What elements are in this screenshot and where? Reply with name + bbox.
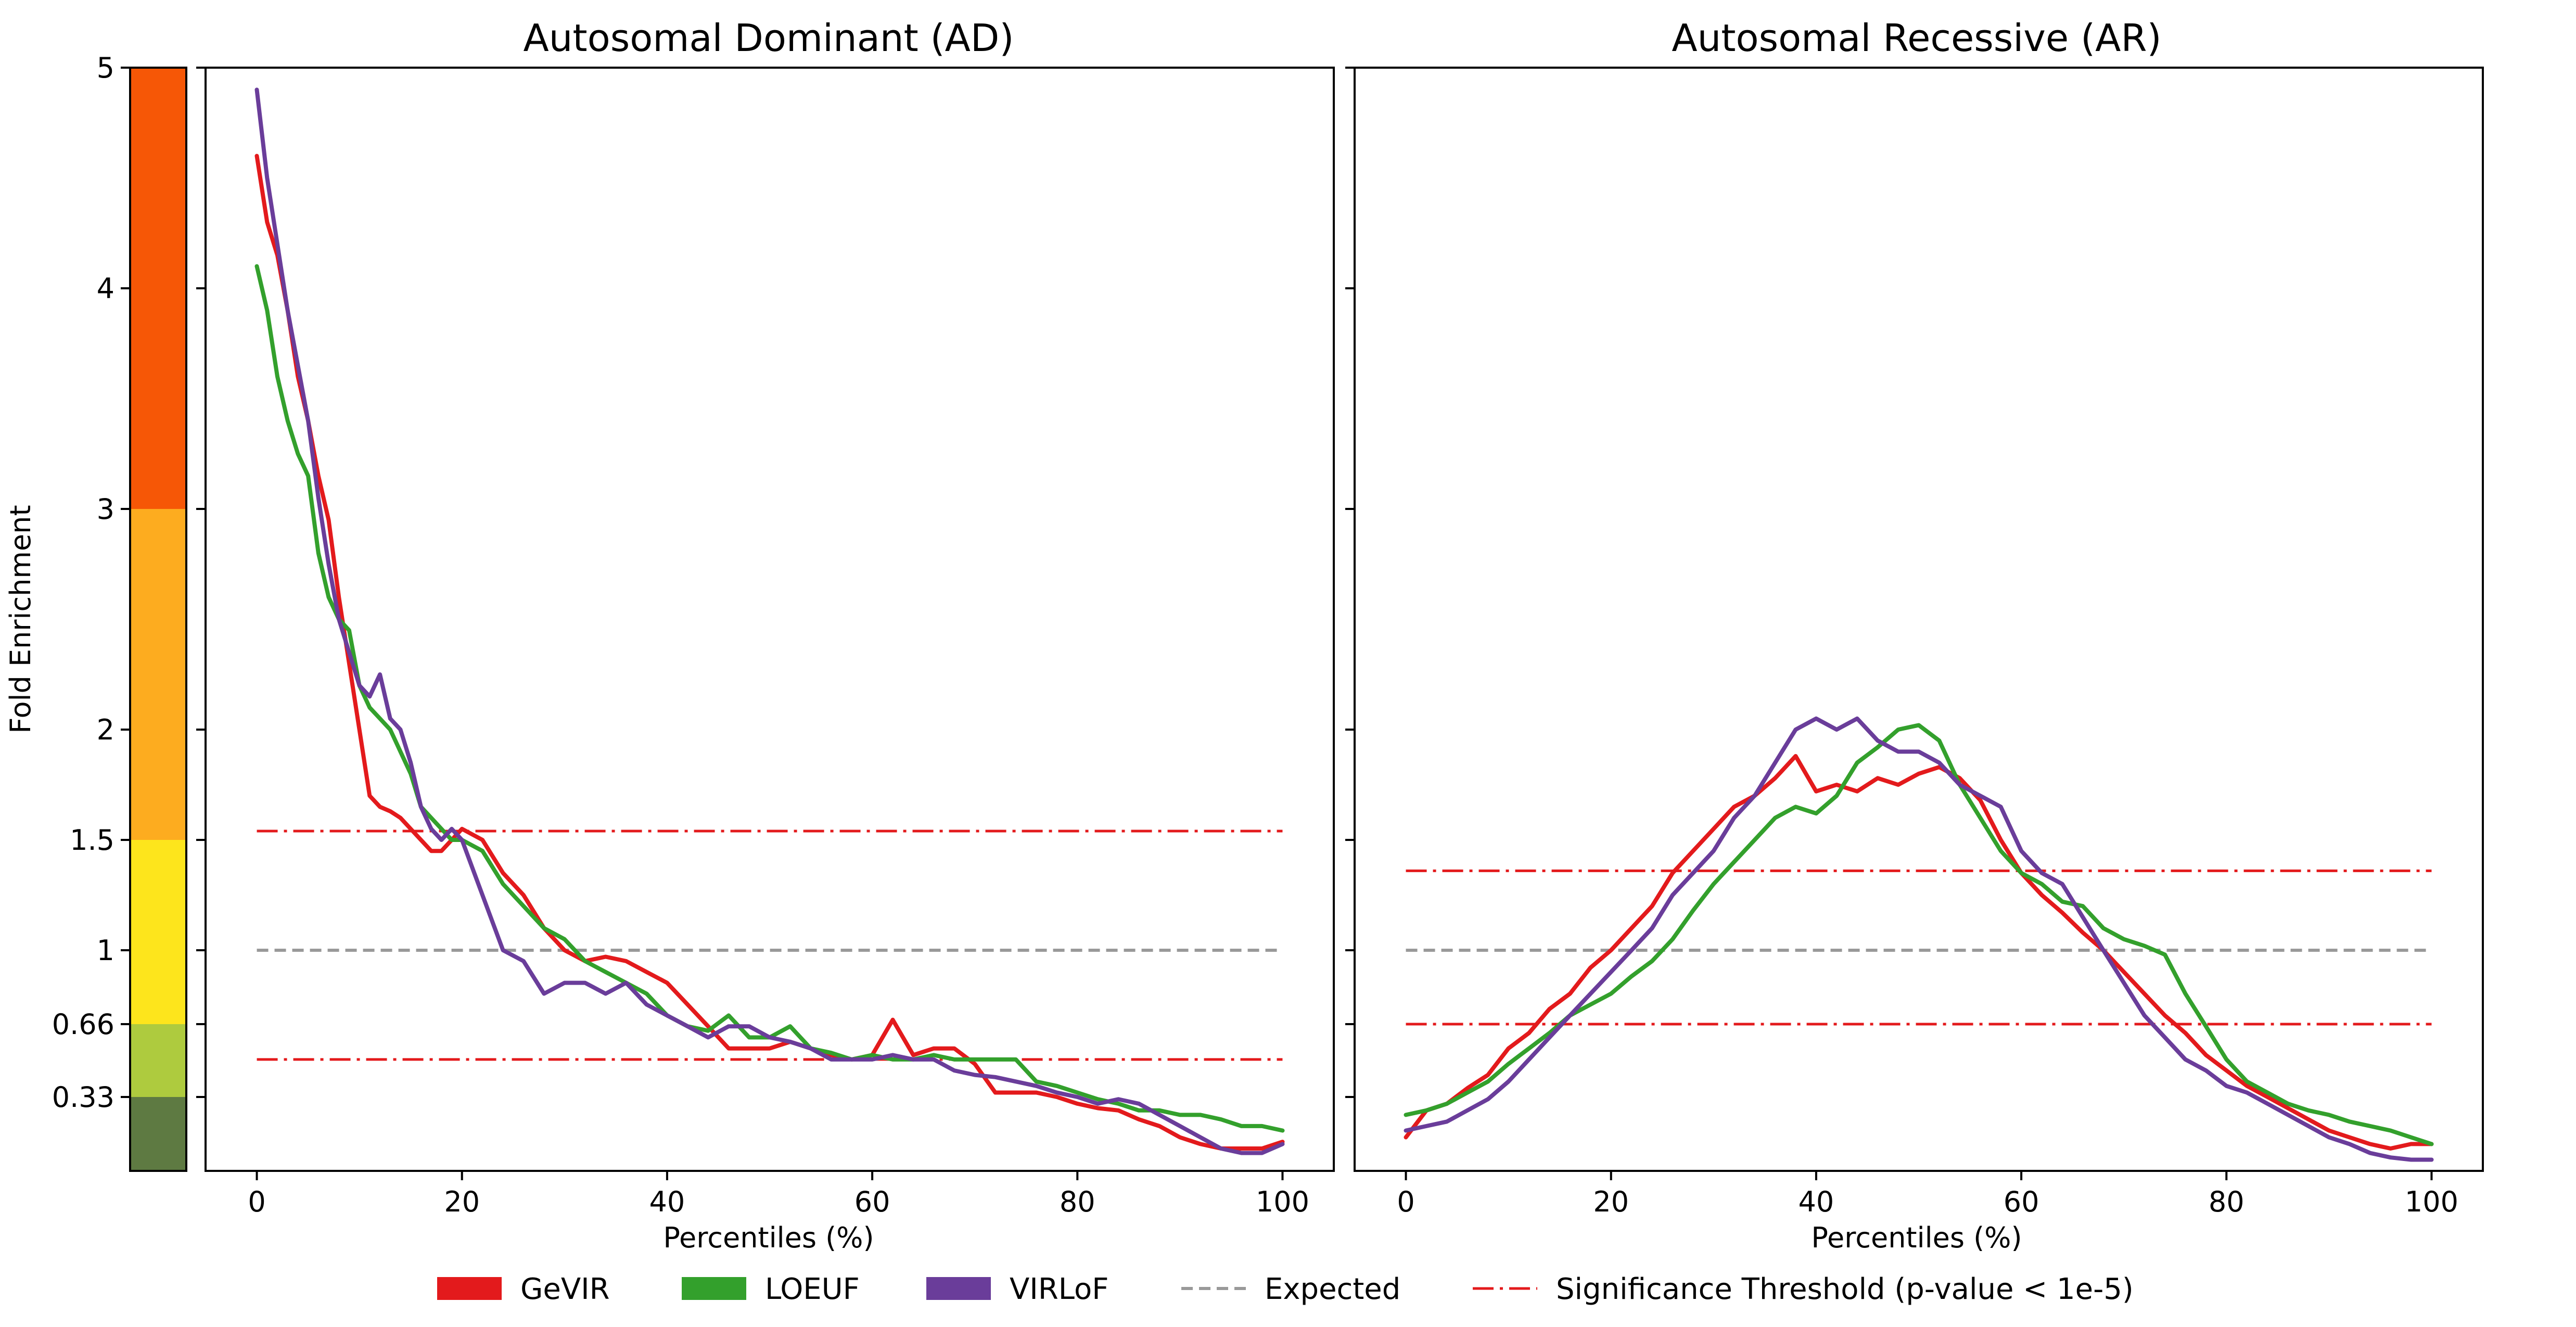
legend-label: GeVIR — [520, 1272, 610, 1306]
colorbar-band-3 — [130, 509, 186, 840]
plot-frame — [205, 67, 1335, 1172]
y-tick-labels: 5 4 3 2 1.5 1 0.66 0.33 — [52, 52, 130, 1114]
panel-autosomal-recessive: Autosomal Recessive (AR) Percentiles (%)… — [1345, 16, 2484, 1254]
y-tick-label: 5 — [97, 52, 114, 84]
y-tick-label: 0.66 — [52, 1008, 114, 1041]
series-line-loeuf — [254, 264, 1285, 1133]
x-tick-label: 100 — [2405, 1185, 2458, 1218]
series-line-virlof — [254, 87, 1285, 1155]
y-tick-label: 3 — [97, 493, 114, 526]
series-line-gevir — [254, 154, 1285, 1151]
legend-label: VIRLoF — [1010, 1272, 1108, 1306]
x-tick-label: 40 — [649, 1185, 685, 1218]
legend-label: Significance Threshold (p-value < 1e-5) — [1556, 1272, 2134, 1306]
panel-title-ad: Autosomal Dominant (AD) — [524, 16, 1014, 60]
x-tick-label: 20 — [1593, 1185, 1629, 1218]
x-tick-label: 0 — [1397, 1185, 1414, 1218]
legend-swatch-loeuf — [682, 1277, 746, 1300]
legend-label: LOEUF — [765, 1272, 860, 1306]
series-line-gevir — [1404, 754, 2434, 1151]
x-tick-label: 60 — [2004, 1185, 2039, 1218]
colorbar-band-1 — [130, 1024, 186, 1097]
x-tick-label: 80 — [2209, 1185, 2245, 1218]
x-tick-label: 100 — [1256, 1185, 1309, 1218]
y-tick-label: 1 — [97, 934, 114, 967]
legend: GeVIR LOEUF VIRLoF Expected Significance Thr… — [437, 1272, 2134, 1306]
colorbar-band-2 — [130, 840, 186, 1024]
legend-label: Expected — [1265, 1272, 1400, 1306]
series-line-virlof — [1404, 716, 2434, 1162]
panel-title-ar: Autosomal Recessive (AR) — [1672, 16, 2161, 60]
y-tick-label: 2 — [97, 713, 114, 746]
colorbar-band-4 — [130, 68, 186, 509]
fold-enrichment-colorbar — [129, 67, 187, 1172]
x-axis-label-ad: Percentiles (%) — [663, 1221, 874, 1254]
x-tick-label: 40 — [1799, 1185, 1834, 1218]
x-axis-label-ar: Percentiles (%) — [1811, 1221, 2022, 1254]
y-tick-label: 0.33 — [52, 1081, 114, 1114]
x-tick-label: 60 — [855, 1185, 890, 1218]
x-tick-label: 80 — [1060, 1185, 1095, 1218]
y-axis-label: Fold Enrichment — [4, 505, 37, 733]
colorbar-band-0 — [130, 1097, 186, 1171]
plot-frame — [1354, 67, 2484, 1172]
y-tick-label: 1.5 — [70, 824, 114, 857]
legend-swatch-gevir — [437, 1277, 502, 1300]
colorbar-frame — [129, 67, 187, 1172]
series-line-loeuf — [1404, 723, 2434, 1146]
x-tick-label: 20 — [444, 1185, 480, 1218]
panel-autosomal-dominant: Autosomal Dominant (AD) Percentiles (%) … — [196, 16, 1335, 1254]
legend-swatch-virlof — [926, 1277, 991, 1300]
y-tick-label: 4 — [97, 272, 114, 305]
x-tick-label: 0 — [248, 1185, 265, 1218]
